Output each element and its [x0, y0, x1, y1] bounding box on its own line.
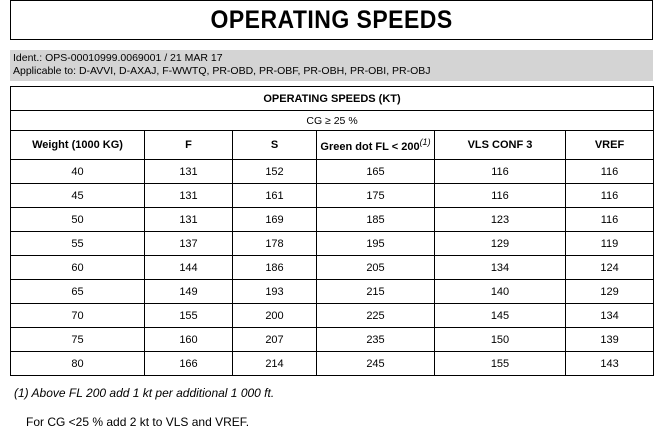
cell-weight: 50	[10, 207, 145, 232]
table-row: 45 131 161 175 116 116	[10, 183, 655, 208]
cell-s: 214	[232, 351, 317, 376]
applicability-line: Applicable to: D-AVVI, D-AXAJ, F-WWTQ, P…	[13, 65, 431, 77]
cell-green-dot: 165	[316, 159, 435, 184]
cell-s: 200	[232, 303, 317, 328]
cell-green-dot: 215	[316, 279, 435, 304]
column-header-vls: VLS CONF 3	[434, 130, 566, 160]
cell-vref: 116	[564, 183, 655, 208]
cell-green-dot: 235	[316, 327, 435, 352]
cell-vref: 143	[564, 351, 655, 376]
page-title: OPERATING SPEEDS	[210, 5, 453, 34]
operating-speeds-table: OPERATING SPEEDS (KT) CG ≥ 25 % Weight (…	[9, 86, 655, 376]
column-header-s: S	[232, 130, 317, 160]
table-row: 60 144 186 205 134 124	[10, 255, 655, 280]
cell-vls: 134	[434, 255, 566, 280]
table-row: 75 160 207 235 150 139	[10, 327, 655, 352]
cell-s: 186	[232, 255, 317, 280]
cell-f: 155	[144, 303, 233, 328]
table-header-row: Weight (1000 KG) F S Green dot FL < 200(…	[10, 130, 655, 160]
cell-vls: 116	[434, 159, 566, 184]
cell-vref: 116	[564, 207, 655, 232]
cell-green-dot: 195	[316, 231, 435, 256]
cell-s: 169	[232, 207, 317, 232]
cell-f: 160	[144, 327, 233, 352]
column-header-vref: VREF	[564, 130, 655, 160]
cell-green-dot: 225	[316, 303, 435, 328]
column-header-green-dot: Green dot FL < 200(1)	[316, 130, 435, 160]
cell-vls: 150	[434, 327, 566, 352]
cell-s: 178	[232, 231, 317, 256]
cell-f: 131	[144, 207, 233, 232]
ident-line: Ident.: OPS-00010999.0069001 / 21 MAR 17	[13, 52, 223, 64]
cell-s: 193	[232, 279, 317, 304]
cell-vls: 116	[434, 183, 566, 208]
page-title-box: OPERATING SPEEDS	[10, 0, 653, 40]
cell-vls: 155	[434, 351, 566, 376]
cell-weight: 75	[10, 327, 145, 352]
cell-f: 166	[144, 351, 233, 376]
table-row: 55 137 178 195 129 119	[10, 231, 655, 256]
cell-vls: 145	[434, 303, 566, 328]
cell-weight: 40	[10, 159, 145, 184]
table-row: 70 155 200 225 145 134	[10, 303, 655, 328]
cell-weight: 65	[10, 279, 145, 304]
cell-s: 152	[232, 159, 317, 184]
footnote-text: (1) Above FL 200 add 1 kt per additional…	[14, 386, 275, 400]
ident-block: Ident.: OPS-00010999.0069001 / 21 MAR 17…	[10, 50, 653, 81]
column-header-f: F	[144, 130, 233, 160]
cell-green-dot: 175	[316, 183, 435, 208]
footnote-marker: (1)	[419, 137, 431, 147]
cell-vref: 119	[564, 231, 655, 256]
cell-f: 131	[144, 159, 233, 184]
cell-green-dot: 245	[316, 351, 435, 376]
cell-weight: 55	[10, 231, 145, 256]
cg-condition: CG ≥ 25 %	[9, 110, 655, 131]
cell-vref: 129	[564, 279, 655, 304]
cell-f: 149	[144, 279, 233, 304]
cell-weight: 70	[10, 303, 145, 328]
green-dot-label: Green dot FL < 200	[320, 141, 420, 153]
cell-vref: 124	[564, 255, 655, 280]
cell-weight: 45	[10, 183, 145, 208]
cell-f: 131	[144, 183, 233, 208]
cell-vref: 139	[564, 327, 655, 352]
cell-vls: 123	[434, 207, 566, 232]
table-row: 65 149 193 215 140 129	[10, 279, 655, 304]
cell-s: 161	[232, 183, 317, 208]
cell-vref: 134	[564, 303, 655, 328]
cell-vref: 116	[564, 159, 655, 184]
table-row: 50 131 169 185 123 116	[10, 207, 655, 232]
cg-note-text: For CG <25 % add 2 kt to VLS and VREF.	[26, 415, 250, 429]
table-row: 40 131 152 165 116 116	[10, 159, 655, 184]
cell-weight: 60	[10, 255, 145, 280]
cell-f: 137	[144, 231, 233, 256]
cell-f: 144	[144, 255, 233, 280]
cell-green-dot: 205	[316, 255, 435, 280]
cell-green-dot: 185	[316, 207, 435, 232]
cell-weight: 80	[10, 351, 145, 376]
column-header-weight: Weight (1000 KG)	[10, 130, 145, 160]
table-row: 80 166 214 245 155 143	[10, 351, 655, 376]
table-title: OPERATING SPEEDS (KT)	[9, 86, 655, 111]
cell-vls: 140	[434, 279, 566, 304]
cell-s: 207	[232, 327, 317, 352]
cell-vls: 129	[434, 231, 566, 256]
